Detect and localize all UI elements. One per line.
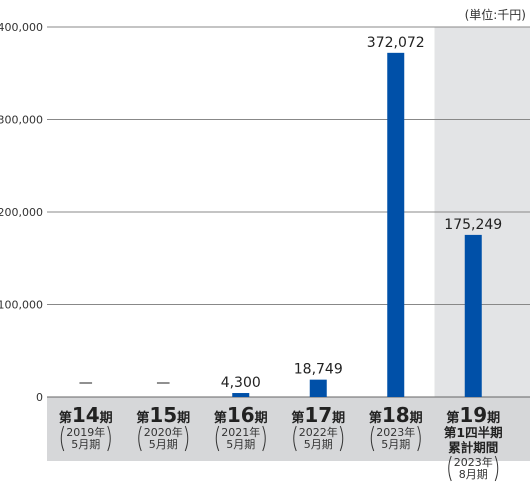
category-year: 2023年 bbox=[376, 425, 415, 439]
category-subtitle: 累計期間 bbox=[448, 440, 498, 455]
category-year: 2023年 bbox=[454, 455, 493, 469]
data-label: 175,249 bbox=[444, 217, 502, 233]
data-label: 4,300 bbox=[221, 375, 261, 391]
bar bbox=[464, 234, 482, 397]
data-label: — bbox=[156, 375, 170, 391]
category-year: 2020年 bbox=[144, 425, 183, 439]
left-paren bbox=[215, 425, 220, 452]
left-paren bbox=[138, 425, 142, 452]
category-year: 2022年 bbox=[299, 425, 338, 439]
category-month: 5月期 bbox=[381, 438, 410, 451]
y-tick-label: 100,000 bbox=[0, 299, 43, 312]
category-month: 5月期 bbox=[226, 438, 255, 451]
right-paren bbox=[417, 425, 421, 452]
category-band bbox=[47, 397, 530, 461]
unit-note: (単位:千円) bbox=[464, 8, 526, 22]
bar bbox=[387, 52, 405, 397]
left-paren bbox=[448, 455, 452, 482]
left-paren bbox=[293, 425, 297, 452]
category-month: 5月期 bbox=[71, 438, 100, 451]
category-month: 5月期 bbox=[304, 438, 333, 451]
category-title: 第17期 bbox=[291, 403, 345, 427]
y-tick-label: 300,000 bbox=[0, 114, 43, 127]
left-paren bbox=[370, 425, 375, 452]
y-tick-label: 400,000 bbox=[0, 21, 43, 34]
right-paren bbox=[184, 425, 189, 452]
right-paren bbox=[494, 455, 499, 482]
bar bbox=[232, 393, 250, 397]
category-month: 8月期 bbox=[459, 468, 488, 481]
right-paren bbox=[262, 425, 266, 452]
y-tick-label: 200,000 bbox=[0, 206, 43, 219]
left-paren bbox=[60, 425, 65, 452]
category-subtitle: 第1四半期 bbox=[444, 425, 503, 440]
bar bbox=[309, 379, 327, 397]
category-year: 2021年 bbox=[221, 425, 260, 439]
y-tick-label: 0 bbox=[36, 391, 43, 404]
category-title: 第15期 bbox=[136, 403, 190, 427]
category-year: 2019年 bbox=[66, 425, 105, 439]
category-month: 5月期 bbox=[149, 438, 178, 451]
category-title: 第19期 bbox=[446, 403, 500, 427]
right-paren bbox=[339, 425, 344, 452]
category-title: 第16期 bbox=[214, 403, 268, 427]
right-paren bbox=[107, 425, 111, 452]
data-label: 18,749 bbox=[294, 362, 343, 378]
category-title: 第14期 bbox=[59, 403, 113, 427]
data-label: — bbox=[79, 375, 93, 391]
data-label: 372,072 bbox=[367, 35, 425, 51]
category-title: 第18期 bbox=[369, 403, 423, 427]
